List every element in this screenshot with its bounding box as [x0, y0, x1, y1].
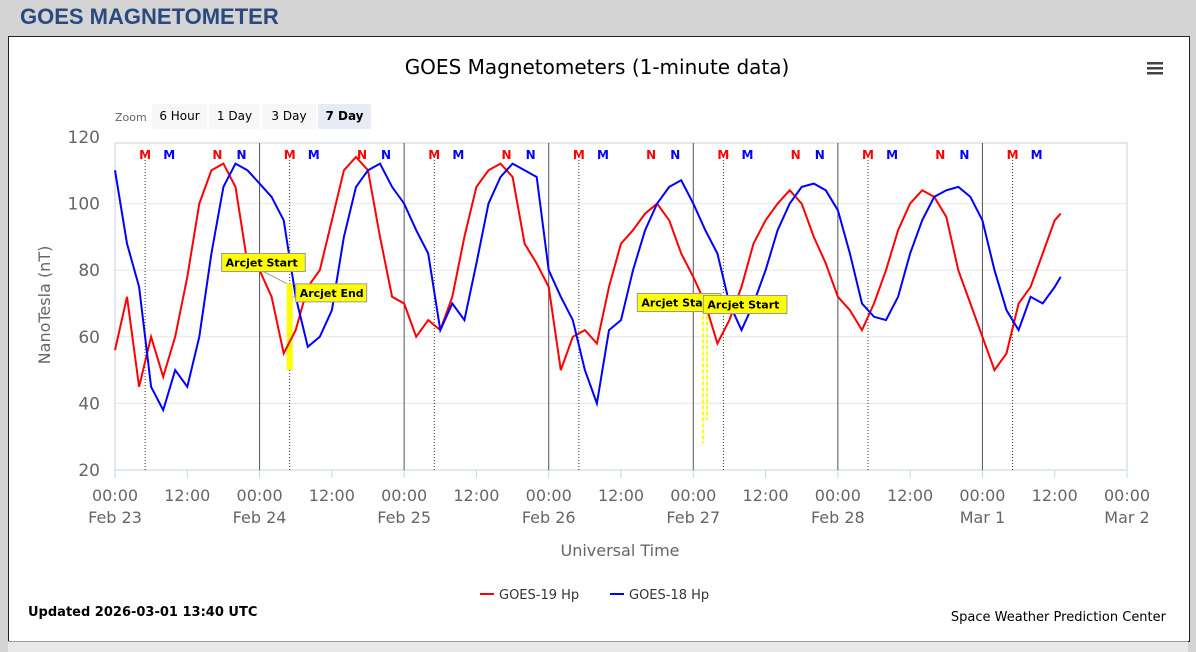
- x-tick-date: Mar 1: [960, 508, 1005, 527]
- x-tick-date: Feb 24: [233, 508, 287, 527]
- x-tick-time: 00:00: [381, 486, 427, 505]
- zoom-button-6-hour[interactable]: 6 Hour: [152, 104, 207, 129]
- zoom-button-label[interactable]: 6 Hour: [159, 109, 199, 123]
- position-marker-n: N: [236, 148, 246, 162]
- x-tick-date: Mar 2: [1104, 508, 1149, 527]
- y-tick-label: 120: [68, 128, 100, 148]
- zoom-button-label[interactable]: 3 Day: [271, 109, 306, 123]
- x-tick-time: 00:00: [92, 486, 138, 505]
- x-tick-time: 00:00: [1104, 486, 1150, 505]
- position-marker-m: M: [717, 148, 729, 162]
- x-tick-date: Feb 25: [377, 508, 431, 527]
- position-marker-n: N: [959, 148, 969, 162]
- annotation-connector: [263, 271, 287, 284]
- position-marker-n: N: [935, 148, 945, 162]
- position-marker-m: M: [452, 148, 464, 162]
- legend-label[interactable]: GOES-18 Hp: [629, 588, 709, 603]
- x-tick-time: 12:00: [598, 486, 644, 505]
- position-marker-m: M: [573, 148, 585, 162]
- bottom-tab-bar[interactable]: [8, 641, 1188, 652]
- legend-label[interactable]: GOES-19 Hp: [499, 588, 579, 603]
- y-axis-title: NanoTesla (nT): [35, 246, 54, 365]
- position-marker-n: N: [212, 148, 222, 162]
- legend-item[interactable]: GOES-19 Hp: [480, 588, 579, 603]
- annotation-label: Arcjet Start: [707, 299, 779, 312]
- position-marker-n: N: [357, 148, 367, 162]
- x-tick-time: 00:00: [959, 486, 1005, 505]
- position-marker-n: N: [646, 148, 656, 162]
- x-tick-time: 12:00: [887, 486, 933, 505]
- zoom-button-label[interactable]: 1 Day: [217, 109, 252, 123]
- x-tick-date: Feb 26: [522, 508, 576, 527]
- chart-panel: [8, 36, 1190, 642]
- position-marker-m: M: [742, 148, 754, 162]
- credit-text: Space Weather Prediction Center: [951, 610, 1167, 625]
- annotation-label: Arcjet End: [300, 287, 364, 300]
- y-tick-label: 40: [78, 394, 100, 414]
- annotation-box: [221, 253, 306, 273]
- position-marker-m: M: [428, 148, 440, 162]
- zoom-label: Zoom: [115, 111, 147, 124]
- x-tick-time: 00:00: [526, 486, 572, 505]
- x-tick-time: 12:00: [453, 486, 499, 505]
- zoom-button-label[interactable]: 7 Day: [325, 109, 363, 123]
- zoom-button-bg: [209, 104, 260, 129]
- x-axis-title: Universal Time: [560, 541, 679, 560]
- y-tick-label: 80: [78, 261, 100, 281]
- zoom-button-7-day[interactable]: 7 Day: [318, 104, 371, 129]
- y-tick-label: 100: [68, 195, 100, 215]
- annotation-box: [295, 283, 368, 303]
- annotation-label: Arcjet Start: [641, 297, 713, 310]
- position-marker-m: M: [597, 148, 609, 162]
- series-line-goes-19-hp: [114, 155, 1062, 388]
- x-tick-time: 12:00: [164, 486, 210, 505]
- page-heading: GOES MAGNETOMETER: [20, 4, 279, 29]
- series-line-goes-18-hp: [114, 162, 1062, 413]
- position-marker-m: M: [139, 148, 151, 162]
- chart-title: GOES Magnetometers (1-minute data): [405, 55, 790, 79]
- zoom-button-bg: [152, 104, 207, 129]
- hamburger-menu-icon: [1147, 62, 1163, 65]
- position-marker-m: M: [886, 148, 898, 162]
- position-marker-m: M: [1031, 148, 1043, 162]
- x-tick-time: 12:00: [743, 486, 789, 505]
- position-marker-m: M: [308, 148, 320, 162]
- x-tick-time: 00:00: [670, 486, 716, 505]
- legend-item[interactable]: GOES-18 Hp: [610, 588, 709, 603]
- position-marker-n: N: [526, 148, 536, 162]
- position-marker-n: N: [791, 148, 801, 162]
- x-tick-date: Feb 28: [811, 508, 865, 527]
- annotation-box: [702, 295, 788, 314]
- zoom-button-3-day[interactable]: 3 Day: [262, 104, 316, 129]
- position-marker-m: M: [1007, 148, 1019, 162]
- menu-button[interactable]: [1144, 58, 1166, 78]
- position-marker-n: N: [381, 148, 391, 162]
- position-marker-m: M: [284, 148, 296, 162]
- y-tick-label: 20: [78, 461, 100, 481]
- x-tick-time: 12:00: [1032, 486, 1078, 505]
- x-tick-time: 12:00: [309, 486, 355, 505]
- updated-timestamp: Updated 2026-03-01 13:40 UTC: [28, 605, 257, 620]
- y-tick-label: 60: [78, 328, 100, 348]
- x-tick-date: Feb 27: [666, 508, 720, 527]
- x-tick-time: 00:00: [237, 486, 283, 505]
- zoom-button-bg: [262, 104, 316, 129]
- position-marker-m: M: [862, 148, 874, 162]
- annotation-label: Arcjet Start: [226, 257, 298, 270]
- x-tick-time: 00:00: [815, 486, 861, 505]
- position-marker-n: N: [670, 148, 680, 162]
- x-tick-date: Feb 23: [88, 508, 142, 527]
- zoom-button-1-day[interactable]: 1 Day: [209, 104, 260, 129]
- zoom-button-bg: [318, 104, 371, 129]
- position-marker-n: N: [815, 148, 825, 162]
- position-marker-m: M: [163, 148, 175, 162]
- position-marker-n: N: [502, 148, 512, 162]
